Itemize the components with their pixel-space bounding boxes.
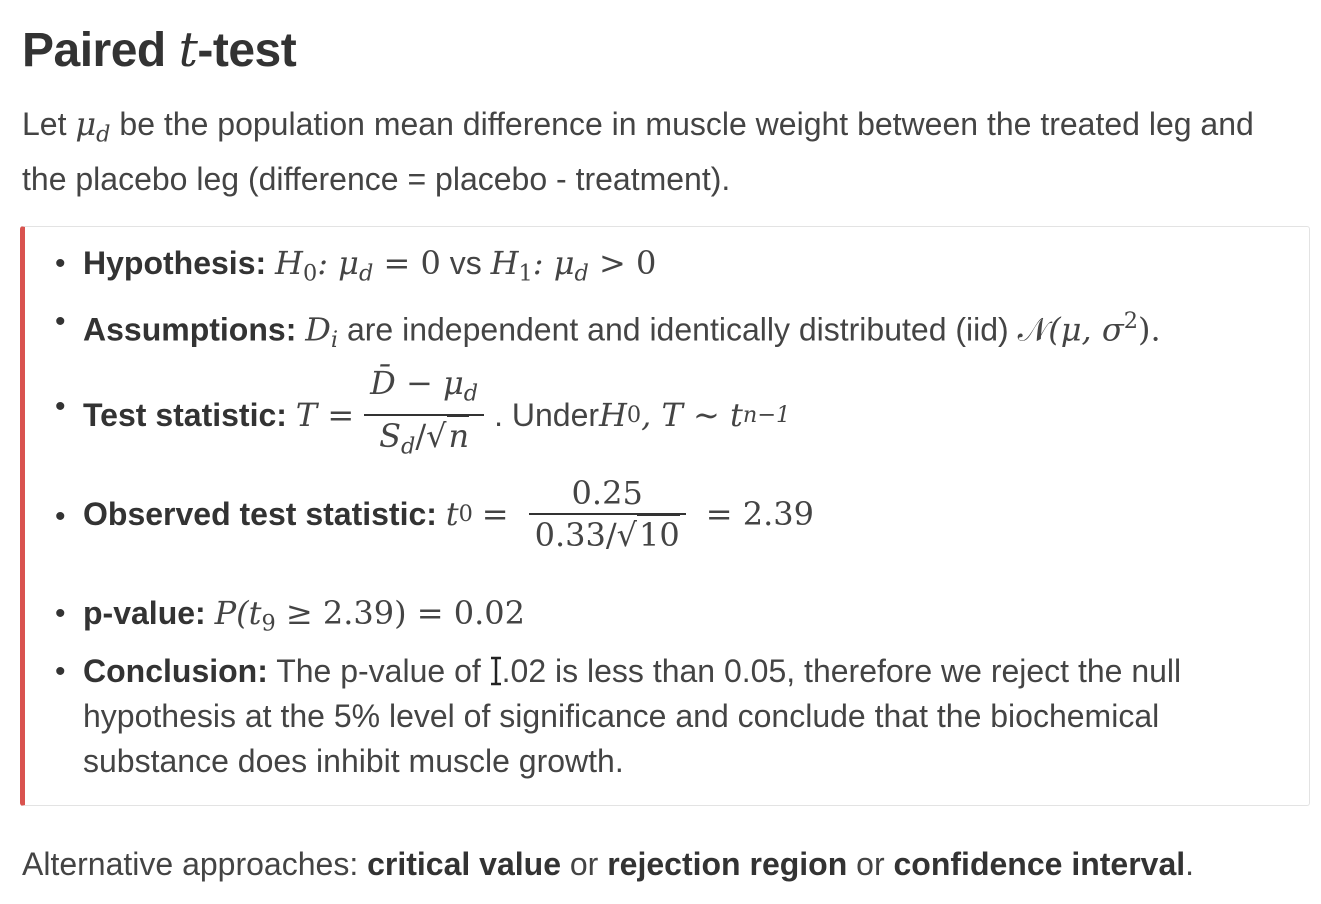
intro-text-before: Let bbox=[22, 106, 76, 142]
sqrt-icon: √ bbox=[616, 516, 638, 554]
footer-or-2: or bbox=[847, 846, 894, 882]
under-h-sub: 0 bbox=[626, 401, 642, 428]
h1-symbol: H bbox=[490, 244, 519, 282]
d-i-sub: i bbox=[330, 327, 339, 354]
title-suffix: -test bbox=[197, 24, 297, 77]
frac-denominator-sub: d bbox=[401, 433, 416, 460]
bullet-icon: • bbox=[55, 247, 66, 280]
normal-dist-sup: 2 bbox=[1123, 308, 1138, 334]
assumptions-label: Assumptions: bbox=[83, 311, 297, 348]
h0-sub: 0 bbox=[302, 260, 318, 287]
title-prefix: Paired bbox=[22, 24, 179, 77]
confidence-interval-text: confidence interval bbox=[893, 846, 1186, 882]
p-value-label: p-value: bbox=[83, 595, 206, 631]
observed-denominator: 0.33/ bbox=[534, 516, 617, 554]
h0-eq: = 0 bbox=[373, 244, 441, 282]
sqrt-icon: √ bbox=[426, 416, 447, 455]
bullet-icon: • bbox=[55, 597, 66, 630]
critical-value-text: critical value bbox=[367, 846, 561, 882]
frac-denominator: S bbox=[379, 416, 401, 455]
frac-numerator: D̄ − μ bbox=[370, 364, 464, 402]
h0-mu: : μ bbox=[317, 244, 359, 282]
footer-or-1: or bbox=[560, 846, 608, 882]
hypothesis-label: Hypothesis: bbox=[83, 245, 267, 281]
intro-paragraph: Let μd be the population mean difference… bbox=[22, 102, 1302, 201]
d-i-symbol: D bbox=[305, 310, 331, 349]
frac-slash: / bbox=[415, 416, 427, 455]
frac-root: n bbox=[446, 414, 470, 455]
assumptions-text: are independent and identically distribu… bbox=[338, 311, 1018, 348]
observed-result: = 2.39 bbox=[705, 495, 814, 533]
conclusion-label: Conclusion: bbox=[83, 653, 268, 689]
alternative-approaches: Alternative approaches: critical value o… bbox=[22, 842, 1194, 886]
test-statistic-fraction: D̄ − μd Sd/√n bbox=[364, 363, 485, 466]
bullet-icon: • bbox=[55, 655, 66, 688]
normal-dist-symbol: 𝒩 bbox=[1017, 310, 1049, 349]
test-statistic-label: Test statistic: bbox=[83, 396, 287, 433]
observed-root: 10 bbox=[637, 514, 680, 554]
p-value-expr: P(t bbox=[214, 594, 262, 632]
under-rest: , T ∼ t bbox=[641, 395, 743, 434]
h1-mu-sub: d bbox=[574, 260, 589, 287]
bullet-icon: • bbox=[55, 305, 66, 338]
h1-sub: 1 bbox=[518, 260, 533, 287]
h1-eq: > 0 bbox=[588, 244, 657, 282]
text-cursor-icon bbox=[490, 653, 502, 686]
observed-fraction: 0.25 0.33/√10 bbox=[528, 473, 686, 555]
frac-numerator-sub: d bbox=[463, 380, 479, 407]
observed-numerator: 0.25 bbox=[571, 474, 643, 512]
observed-label: Observed test statistic: bbox=[83, 496, 437, 532]
hypothesis-test-callout: • Hypothesis: H0: μd = 0 vs H1: μd > 0 •… bbox=[20, 226, 1310, 806]
page-title: Paired t-test bbox=[22, 22, 297, 78]
bullet-icon: • bbox=[55, 500, 66, 533]
fraction-bar bbox=[528, 513, 686, 515]
conclusion-text-b: .02 is less than 0.05, therefore we reje… bbox=[83, 653, 1182, 779]
footer-prefix: Alternative approaches: bbox=[22, 846, 368, 882]
h0-mu-sub: d bbox=[358, 260, 374, 287]
h0-symbol: H bbox=[275, 244, 303, 282]
conclusion-text-a: The p-value of bbox=[267, 653, 490, 689]
observed-eq: = bbox=[481, 495, 509, 533]
rejection-region-text: rejection region bbox=[607, 846, 848, 882]
vs-text: vs bbox=[440, 245, 491, 281]
normal-dist-close: ). bbox=[1137, 310, 1161, 349]
under-text: . Under bbox=[494, 396, 600, 433]
intro-text-after: be the population mean difference in mus… bbox=[22, 106, 1254, 197]
intro-mu-sub: d bbox=[96, 121, 111, 148]
footer-suffix: . bbox=[1185, 846, 1195, 882]
observed-lhs-sub: 0 bbox=[458, 501, 473, 527]
p-value-sub: 9 bbox=[261, 610, 276, 637]
under-h: H bbox=[599, 395, 627, 434]
bullet-icon: • bbox=[55, 390, 66, 423]
h1-mu: : μ bbox=[532, 244, 575, 282]
p-value-rest: ≥ 2.39) = 0.02 bbox=[275, 594, 525, 632]
test-statistic-lhs: T = bbox=[295, 395, 355, 434]
fraction-bar bbox=[364, 413, 485, 416]
normal-dist-args: (μ, σ bbox=[1048, 310, 1124, 349]
under-rest-sub: n−1 bbox=[742, 401, 791, 428]
intro-mu-symbol: μ bbox=[75, 105, 97, 143]
observed-lhs: t bbox=[445, 495, 459, 533]
title-t: t bbox=[178, 22, 198, 78]
